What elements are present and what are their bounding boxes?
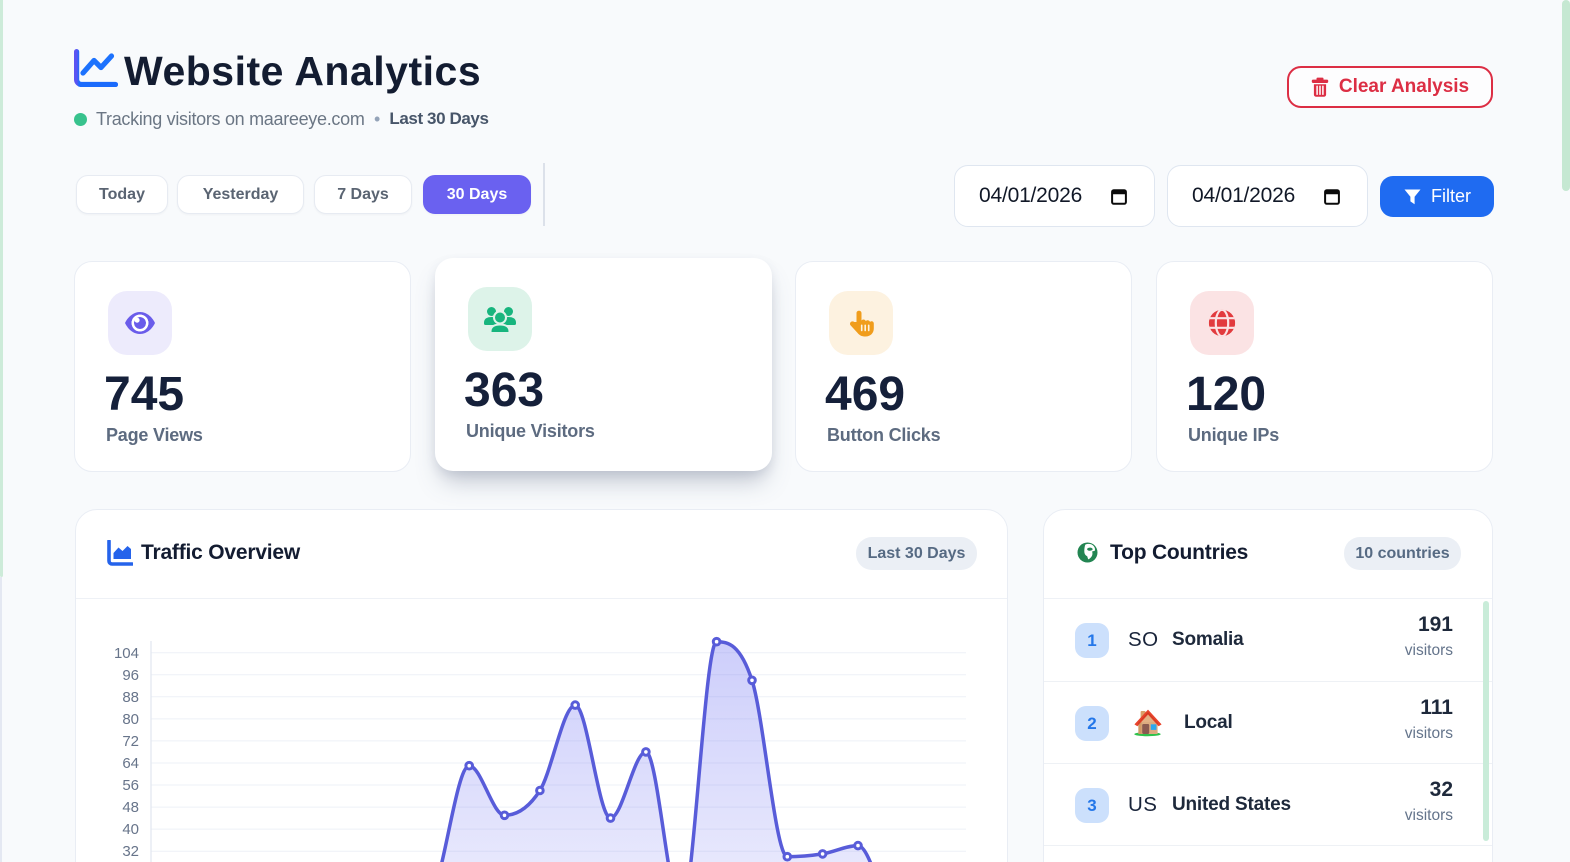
svg-text:88: 88 (122, 689, 139, 706)
svg-text:32: 32 (122, 843, 139, 860)
svg-text:72: 72 (122, 733, 139, 750)
svg-text:96: 96 (122, 667, 139, 684)
svg-text:64: 64 (122, 755, 139, 772)
svg-text:80: 80 (122, 711, 139, 728)
svg-text:104: 104 (114, 645, 139, 662)
svg-text:40: 40 (122, 821, 139, 838)
svg-text:56: 56 (122, 777, 139, 794)
svg-text:48: 48 (122, 799, 139, 816)
